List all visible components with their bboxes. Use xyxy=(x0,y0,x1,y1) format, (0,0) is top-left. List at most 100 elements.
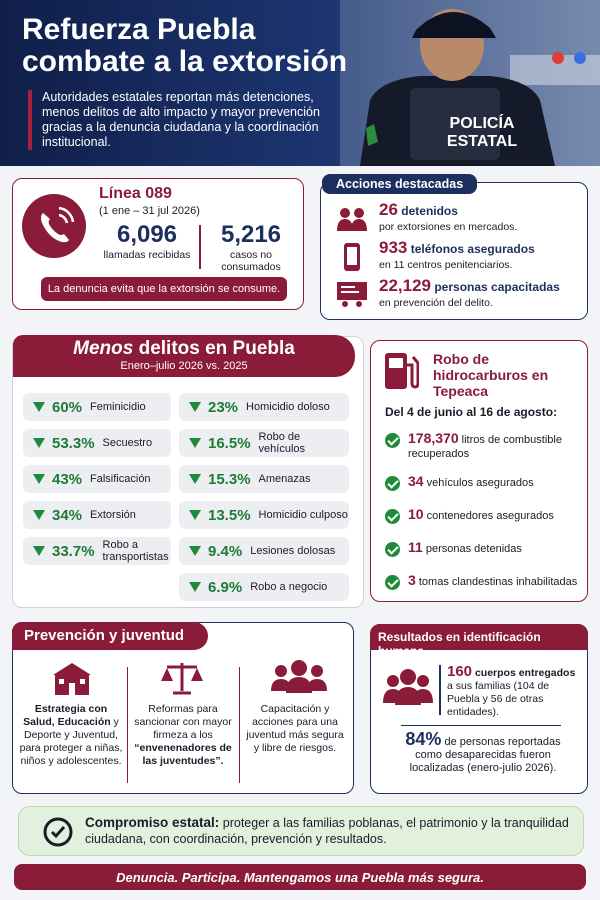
action-icon xyxy=(337,282,367,307)
commitment: Compromiso estatal: proteger a las famil… xyxy=(18,806,584,856)
fuel-item: 10 contenedores asegurados xyxy=(385,507,583,524)
prevention-text: Reformas para sancionar con mayor firmez… xyxy=(131,703,235,768)
title-emphasis: Menos xyxy=(73,338,134,359)
crimes-subtitle: Enero–julio 2026 vs. 2025 xyxy=(120,360,248,372)
check-icon xyxy=(385,476,400,491)
fuel-label: personas detenidas xyxy=(425,543,522,555)
prevention-card: Prevención y juventud Estrategia con Sal… xyxy=(12,622,354,794)
crime-value: 13.5% xyxy=(208,506,251,524)
action-detail: en 11 centros penitenciarios. xyxy=(379,259,513,271)
crime-label: Robo a transportistas xyxy=(102,539,169,563)
crime-value: 53.3% xyxy=(52,434,95,452)
header: POLICÍA ESTATAL Refuerza Puebla combate … xyxy=(0,0,600,166)
crime-value: 6.9% xyxy=(208,578,243,596)
commitment-text: Compromiso estatal: proteger a las famil… xyxy=(85,815,575,847)
check-icon xyxy=(43,817,73,847)
action-line: 26 detenidos xyxy=(379,201,585,218)
down-arrow xyxy=(189,582,201,592)
crime-value: 60% xyxy=(52,398,83,416)
crime-row: 33.7% Robo a transportistas xyxy=(23,537,171,565)
crimes-card: Menos delitos en Puebla Enero–julio 2026… xyxy=(12,335,364,608)
down-arrow xyxy=(189,438,201,448)
fuel-dates: Del 4 de junio al 16 de agosto: xyxy=(385,405,558,419)
action-label: detenidos xyxy=(401,204,458,218)
prevention-text: Reformas para sancionar con mayor firmez… xyxy=(134,703,232,741)
down-arrow xyxy=(33,438,45,448)
commitment-rest: proteger a las familias poblanas, el pat… xyxy=(85,816,569,846)
footer: Denuncia. Participa. Mantengamos una Pue… xyxy=(14,864,586,890)
subtitle: Autoridades estatales reportan más deten… xyxy=(28,90,348,150)
officer-photo xyxy=(340,0,600,166)
identification-title: Resultados en identificación humana xyxy=(370,624,588,658)
crime-row: 60% Feminicidio xyxy=(23,393,171,421)
vest-line: POLICÍA xyxy=(449,115,515,132)
crime-label: Secuestro xyxy=(102,437,153,449)
crime-label: Robo de vehículos xyxy=(258,431,306,455)
fuel-value: 11 xyxy=(408,539,423,555)
title-line: combate a la extorsión xyxy=(22,45,348,78)
title-rest: delitos en Puebla xyxy=(138,338,295,359)
stat-label: casos no consumados xyxy=(221,249,281,273)
prevention-bold: “envenenadores de las juventudes”. xyxy=(134,742,232,767)
down-arrow xyxy=(33,546,45,556)
divider xyxy=(127,667,128,783)
fuel-item: 11 personas detenidas xyxy=(385,540,583,557)
fuel-label: vehículos asegurados xyxy=(426,477,534,489)
action-value: 22,129 xyxy=(379,276,431,295)
stat-text: a sus familias (104 de Puebla y 56 de ot… xyxy=(447,680,550,718)
title-line: Refuerza Puebla xyxy=(22,13,256,46)
crime-label: Feminicidio xyxy=(90,401,146,413)
crime-row: 6.9% Robo a negocio xyxy=(179,573,349,601)
crime-value: 33.7% xyxy=(52,542,95,560)
stat: 84% de personas reportadas como desapare… xyxy=(391,730,575,775)
crime-label: Homicidio doloso xyxy=(246,401,330,413)
crimes-title: Menos delitos en Puebla xyxy=(13,338,355,360)
stat: 6,096 llamadas recibidas xyxy=(97,221,197,261)
stat: 160 cuerpos entregados a sus familias (1… xyxy=(447,664,583,719)
group-icon xyxy=(383,669,433,705)
stat: 5,216 casos no consumados xyxy=(205,221,297,273)
commitment-bold: Compromiso estatal: xyxy=(85,815,220,830)
fuel-label: litros de combustible recuperados xyxy=(408,434,562,460)
action-label: teléfonos asegurados xyxy=(410,242,535,256)
down-arrow xyxy=(33,402,45,412)
stat-value: 5,216 xyxy=(220,221,282,248)
crime-label: Lesiones dolosas xyxy=(250,545,336,557)
stat-bold: cuerpos entregados xyxy=(474,667,576,679)
fuel-item: 178,370 litros de combustible recuperado… xyxy=(385,431,583,461)
check-icon xyxy=(385,575,400,590)
prevention-text: Capacitación y acciones para una juventu… xyxy=(246,703,344,754)
fuel-label: contenedores asegurados xyxy=(426,510,554,522)
action-line: 22,129 personas capacitadas xyxy=(379,276,585,295)
crime-label: Amenazas xyxy=(258,473,311,485)
action-label: personas capacitadas xyxy=(434,280,560,294)
crimes-header: Menos delitos en Puebla Enero–julio 2026… xyxy=(13,335,355,377)
phone-icon xyxy=(22,194,86,258)
prevention-text: y Deporte y Juventud, para proteger a ni… xyxy=(19,716,123,767)
fuel-text: 3 tomas clandestinas inhabilitadas xyxy=(408,573,577,590)
fuel-value: 34 xyxy=(408,473,424,489)
crime-row: 23% Homicidio doloso xyxy=(179,393,349,421)
divider xyxy=(401,725,561,726)
actions-card: 26 detenidos por extorsiones en mercados.… xyxy=(320,182,588,320)
fuel-text: 34 vehículos asegurados xyxy=(408,474,534,491)
crime-value: 9.4% xyxy=(208,542,243,560)
school-icon xyxy=(53,663,91,695)
title: Refuerza Puebla combate a la extorsión xyxy=(22,14,347,78)
crime-value: 34% xyxy=(52,506,83,524)
down-arrow xyxy=(33,510,45,520)
fuel-text: 10 contenedores asegurados xyxy=(408,507,554,524)
stat-text: de personas reportadas como desaparecida… xyxy=(409,736,561,774)
vest-text: POLICÍA ESTATAL xyxy=(432,115,532,151)
crime-row: 13.5% Homicidio culposo xyxy=(179,501,349,529)
action-icon xyxy=(344,243,360,271)
fuel-label: tomas clandestinas inhabilitadas xyxy=(418,576,578,588)
hotline-banner: La denuncia evita que la extorsión se co… xyxy=(41,277,287,301)
fuel-title: Robo de hidrocarburos en Tepeaca xyxy=(433,351,549,399)
crime-label: Extorsión xyxy=(90,509,136,521)
down-arrow xyxy=(189,474,201,484)
check-icon xyxy=(385,509,400,524)
check-icon xyxy=(385,433,400,448)
crime-label: Robo a negocio xyxy=(250,581,328,593)
